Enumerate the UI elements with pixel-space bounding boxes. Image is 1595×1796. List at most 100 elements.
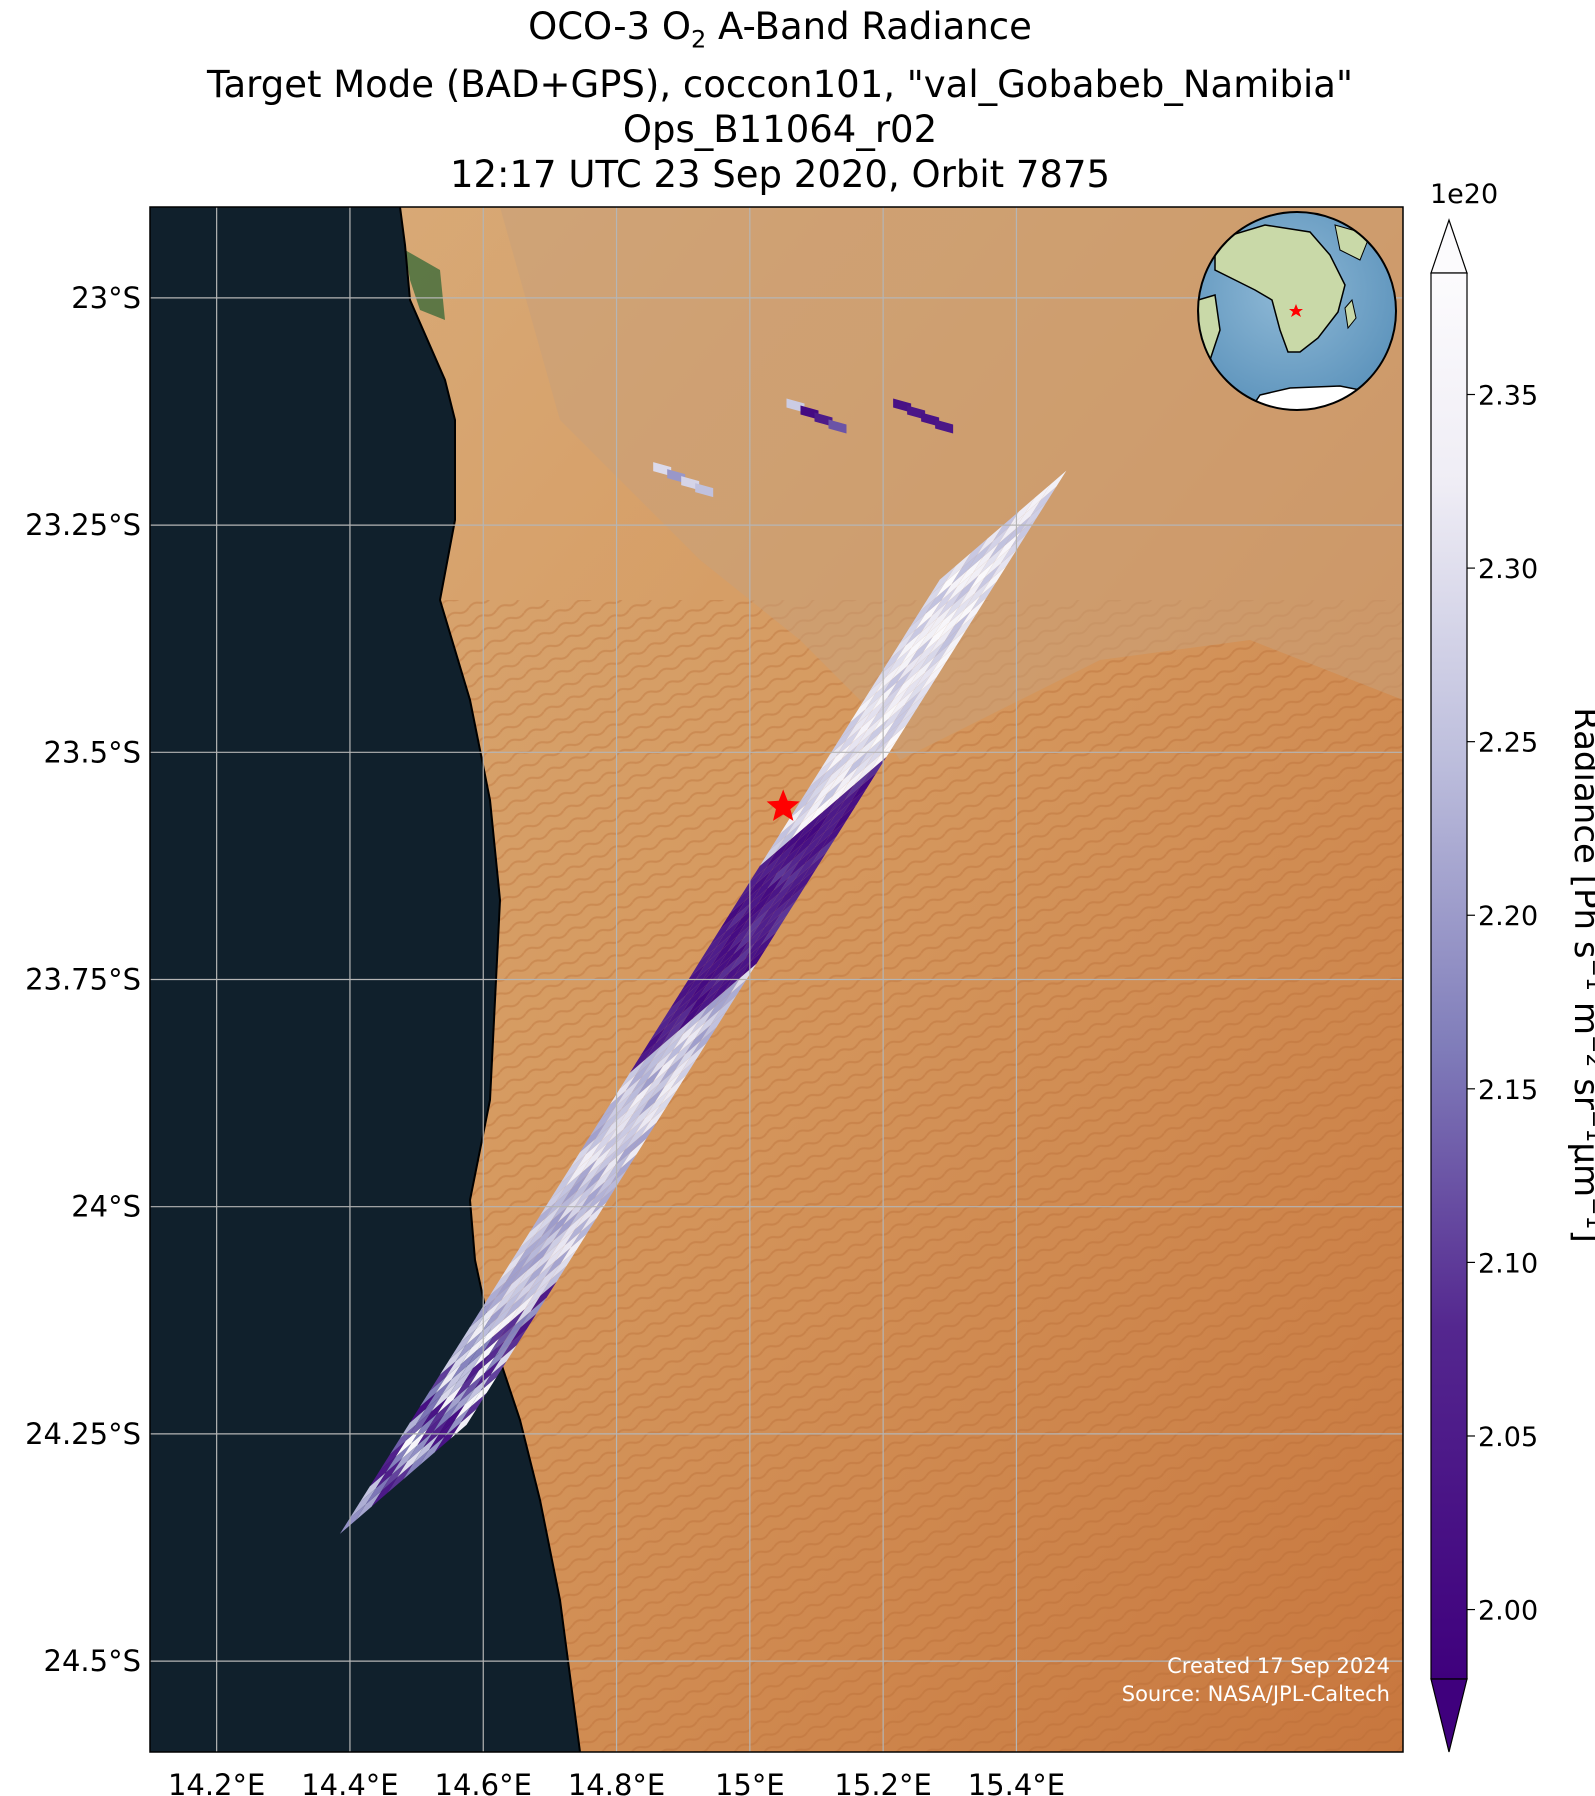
swath-cell	[729, 884, 756, 914]
swath-cell	[401, 1429, 428, 1459]
swath-cell	[750, 931, 777, 962]
swath-cell	[661, 1015, 688, 1046]
swath-cell	[764, 897, 791, 928]
swath-cell	[469, 1356, 495, 1387]
swath-cell	[427, 1399, 454, 1430]
swath-cell	[667, 1018, 694, 1048]
swath-cell	[419, 1436, 445, 1466]
swath-cell	[741, 888, 768, 919]
swath-cell	[765, 838, 792, 869]
swath-cell	[740, 947, 767, 978]
swath-cell	[511, 1254, 538, 1284]
swath-cell	[467, 1336, 494, 1366]
swath-cell	[621, 1079, 648, 1109]
swath-cell	[655, 1013, 682, 1044]
swath-cell	[833, 765, 859, 796]
swath-cell	[605, 1093, 632, 1123]
swath-cell	[514, 1295, 541, 1325]
swath-cell	[960, 597, 987, 628]
swath-cell	[501, 1270, 528, 1300]
swath-cell	[600, 1170, 627, 1200]
swath-cell	[757, 875, 784, 905]
swath-cell	[719, 900, 746, 930]
swath-cell	[804, 834, 831, 864]
swath-cell	[581, 1143, 608, 1173]
swath-cell	[509, 1234, 536, 1264]
swath-cell	[573, 1179, 599, 1209]
swath-cell	[797, 811, 824, 841]
swath-cell	[881, 666, 908, 696]
swath-cell	[460, 1393, 487, 1423]
swath-cell	[590, 1186, 617, 1216]
swath-cell	[389, 1424, 416, 1455]
swath-cell	[900, 693, 927, 723]
swath-cell	[904, 675, 931, 705]
swath-cell	[421, 1397, 448, 1428]
swath-cell	[689, 1006, 715, 1037]
swath-cell	[615, 1077, 642, 1107]
swath-cell	[499, 1249, 526, 1280]
swath-cell	[767, 859, 794, 889]
swath-cell	[777, 843, 804, 873]
swath-cell	[690, 1027, 717, 1057]
swath-cell	[754, 913, 781, 944]
swath-cell	[629, 1043, 656, 1073]
swath-cell	[560, 1234, 587, 1264]
swath-cell	[529, 1202, 556, 1232]
swath-cell	[953, 575, 979, 605]
swath-cell	[480, 1361, 507, 1391]
swath-patch-cell	[828, 419, 847, 434]
swath-cell	[779, 863, 805, 894]
swath-cell	[570, 1218, 597, 1248]
swath-cell	[484, 1343, 511, 1373]
swath-cell	[973, 543, 999, 573]
swath-cell	[914, 659, 941, 689]
tick-label-lat: 24.25°S	[25, 1417, 141, 1451]
swath-cell	[944, 611, 971, 641]
swath-cell	[983, 527, 1009, 557]
swath-cell	[1030, 486, 1057, 516]
swath-cell	[433, 1402, 460, 1432]
swath-cell	[727, 922, 754, 953]
swath-cell	[500, 1329, 527, 1359]
swath-cell	[925, 584, 952, 614]
swath-cell	[653, 1052, 679, 1082]
swath-cell	[988, 529, 1015, 560]
swath-cell	[520, 1297, 547, 1328]
swath-cell	[998, 513, 1025, 544]
swath-cell	[784, 865, 811, 896]
credit-created: Created 17 Sep 2024	[1167, 1654, 1390, 1678]
swath-cell	[729, 943, 755, 973]
swath-cell	[487, 1304, 514, 1334]
swath-cell	[724, 961, 751, 991]
swath-cell	[834, 786, 861, 816]
swath-cell	[450, 1408, 477, 1439]
swath-cell	[927, 604, 954, 635]
swath-cell	[931, 586, 958, 616]
swath-cell	[524, 1279, 551, 1309]
locator-globe	[1197, 211, 1397, 411]
title-line-4: 12:17 UTC 23 Sep 2020, Orbit 7875	[449, 153, 1111, 197]
map-axis-ticks: 14.2°E 14.4°E 14.6°E 14.8°E 15°E 15.2°E 15.4°E…	[25, 281, 1065, 1796]
swath-cell	[595, 1109, 622, 1139]
swath-cell	[890, 709, 917, 739]
swath-cell	[379, 1440, 406, 1471]
swath-cell	[437, 1383, 464, 1414]
swath-cell	[474, 1358, 501, 1389]
swath-cell	[864, 738, 891, 769]
tick-label-lon: 14.6°E	[435, 1768, 532, 1796]
swath-cell	[731, 904, 758, 935]
swath-cell	[711, 936, 738, 966]
swath-cell	[551, 1190, 578, 1221]
swath-cell	[990, 550, 1017, 580]
swath-cell	[391, 1445, 418, 1475]
swath-cell	[485, 1284, 512, 1314]
swath-cell	[905, 616, 932, 646]
swath-cell	[639, 1027, 666, 1057]
swath-cell	[734, 945, 761, 975]
swath-cell	[909, 597, 936, 628]
swath-cell	[639, 1086, 665, 1116]
swath-cell	[968, 561, 995, 591]
swath-cell	[693, 988, 719, 1019]
swath-cell	[839, 709, 866, 739]
